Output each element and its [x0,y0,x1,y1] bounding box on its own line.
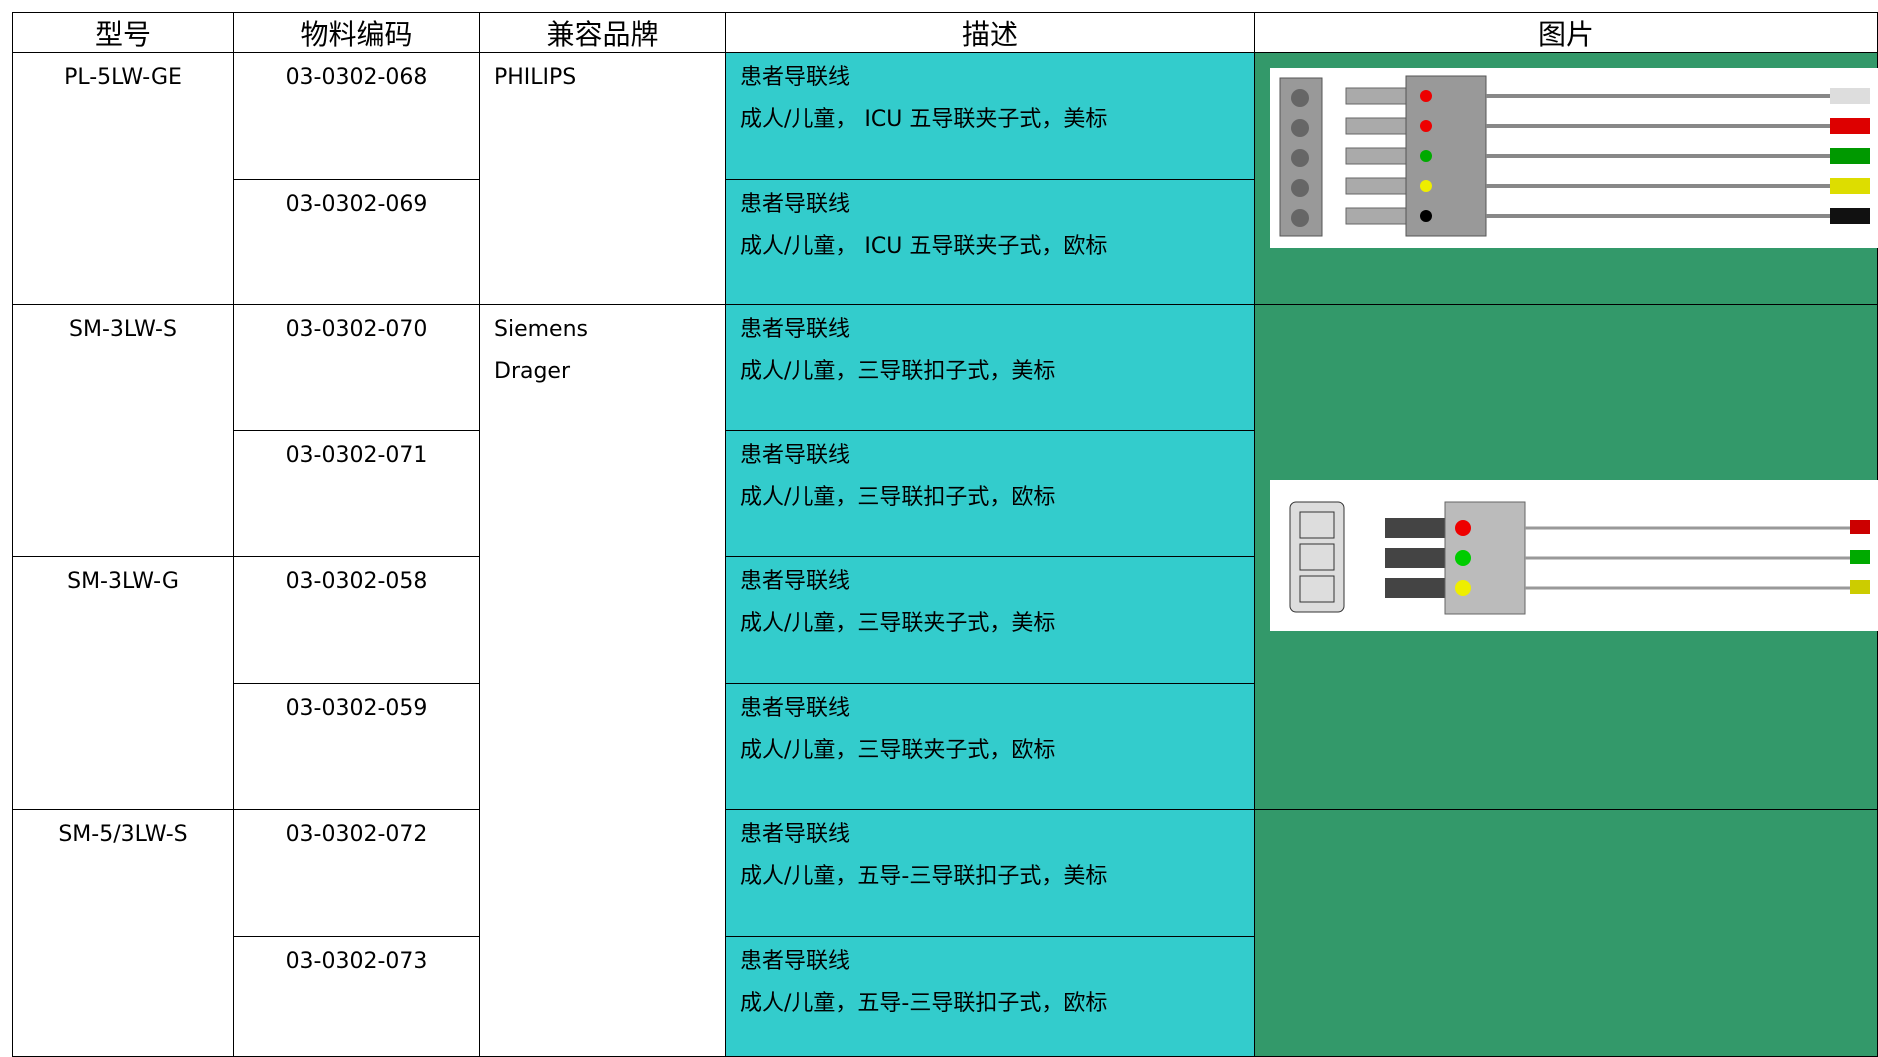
desc-line: 患者导联线 [740,569,851,594]
desc-line: 患者导联线 [740,192,851,217]
desc-cell: 患者导联线成人/儿童，三导联扣子式，美标 [726,305,1255,431]
desc-cell: 患者导联线成人/儿童，三导联夹子式，美标 [726,557,1255,684]
brand: Drager [494,359,571,384]
product-image [1270,68,1878,248]
desc-line: 成人/儿童， ICU 五导联夹子式，欧标 [740,234,1108,259]
desc-cell: 患者导联线成人/儿童， ICU 五导联夹子式，美标 [726,53,1255,180]
brand: Siemens [494,317,588,342]
code: 03-0302-072 [285,822,428,847]
code-cell: 03-0302-058 [234,557,480,684]
brand: PHILIPS [494,65,577,90]
code-cell: 03-0302-059 [234,684,480,810]
desc-line: 成人/儿童，三导联夹子式，美标 [740,611,1056,636]
code: 03-0302-058 [285,569,428,594]
model-cell: PL-5LW-GE [12,53,234,305]
code-cell: 03-0302-069 [234,180,480,305]
header-text: 物料编码 [300,18,413,51]
code-cell: 03-0302-072 [234,810,480,937]
desc-line: 患者导联线 [740,317,851,342]
product-image [1270,480,1878,631]
desc-line: 成人/儿童，五导-三导联扣子式，欧标 [740,991,1108,1016]
header-cell: 兼容品牌 [480,12,726,53]
desc-cell: 患者导联线成人/儿童，三导联扣子式，欧标 [726,431,1255,557]
desc-line: 患者导联线 [740,822,851,847]
desc-line: 患者导联线 [740,65,851,90]
code-cell: 03-0302-068 [234,53,480,180]
model: SM-3LW-G [67,569,179,594]
code: 03-0302-068 [285,65,428,90]
image-cell [1255,810,1878,1057]
header-text: 图片 [1537,18,1594,51]
code: 03-0302-071 [285,443,428,468]
header-text: 型号 [94,18,151,51]
brand-cell: PHILIPS [480,53,726,305]
header-cell: 型号 [12,12,234,53]
desc-cell: 患者导联线成人/儿童，三导联夹子式，欧标 [726,684,1255,810]
code: 03-0302-073 [285,949,428,974]
header-text: 兼容品牌 [546,18,659,51]
desc-line: 成人/儿童，三导联扣子式，欧标 [740,485,1056,510]
model-cell: SM-5/3LW-S [12,810,234,1057]
model: SM-5/3LW-S [58,822,188,847]
desc-cell: 患者导联线成人/儿童，五导-三导联扣子式，美标 [726,810,1255,937]
code-cell: 03-0302-071 [234,431,480,557]
header-text: 描述 [961,18,1018,51]
model: SM-3LW-S [69,317,177,342]
desc-line: 成人/儿童，三导联夹子式，欧标 [740,738,1056,763]
desc-line: 患者导联线 [740,443,851,468]
code-cell: 03-0302-073 [234,937,480,1057]
desc-line: 患者导联线 [740,949,851,974]
desc-line: 成人/儿童， ICU 五导联夹子式，美标 [740,107,1108,132]
desc-cell: 患者导联线成人/儿童， ICU 五导联夹子式，欧标 [726,180,1255,305]
code: 03-0302-070 [285,317,428,342]
code: 03-0302-069 [285,192,428,217]
desc-line: 成人/儿童，三导联扣子式，美标 [740,359,1056,384]
header-cell: 图片 [1255,12,1878,53]
brand-cell: Siemens Drager [480,305,726,1057]
model: PL-5LW-GE [64,65,182,90]
code: 03-0302-059 [285,696,428,721]
header-cell: 描述 [726,12,1255,53]
desc-line: 患者导联线 [740,696,851,721]
model-cell: SM-3LW-S [12,305,234,557]
header-cell: 物料编码 [234,12,480,53]
desc-cell: 患者导联线成人/儿童，五导-三导联扣子式，欧标 [726,937,1255,1057]
desc-line: 成人/儿童，五导-三导联扣子式，美标 [740,864,1108,889]
code-cell: 03-0302-070 [234,305,480,431]
model-cell: SM-3LW-G [12,557,234,810]
